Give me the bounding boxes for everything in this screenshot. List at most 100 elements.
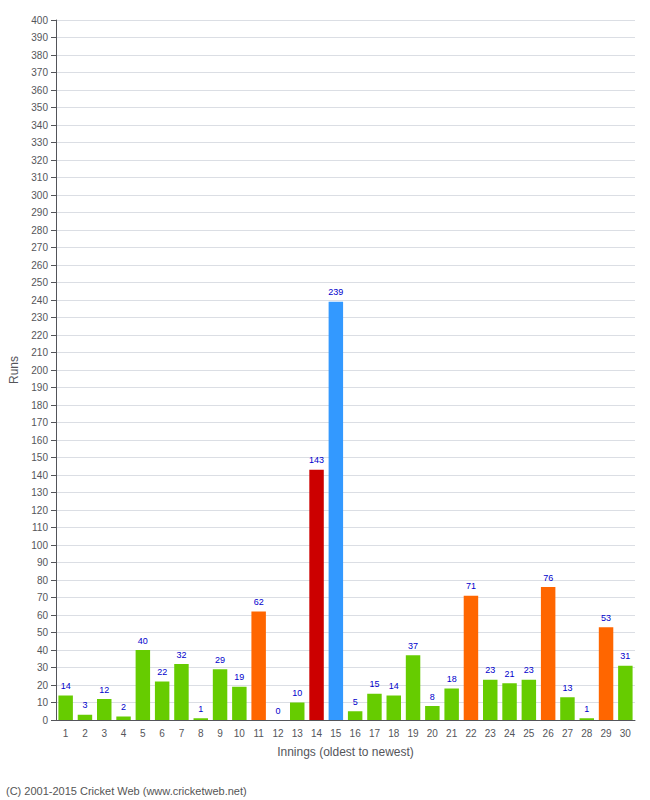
svg-text:320: 320 [31, 155, 48, 166]
svg-text:280: 280 [31, 225, 48, 236]
svg-text:2: 2 [121, 702, 126, 712]
svg-text:7: 7 [179, 728, 185, 739]
svg-text:31: 31 [620, 651, 630, 661]
svg-text:76: 76 [543, 573, 553, 583]
svg-text:200: 200 [31, 365, 48, 376]
svg-text:8: 8 [430, 692, 435, 702]
svg-text:170: 170 [31, 417, 48, 428]
svg-text:24: 24 [504, 728, 516, 739]
svg-text:90: 90 [37, 557, 49, 568]
svg-text:30: 30 [37, 662, 49, 673]
svg-text:3: 3 [101, 728, 107, 739]
svg-text:60: 60 [37, 610, 49, 621]
svg-text:10: 10 [37, 697, 49, 708]
svg-text:9: 9 [217, 728, 223, 739]
svg-text:14: 14 [61, 681, 71, 691]
svg-text:240: 240 [31, 295, 48, 306]
svg-text:13: 13 [562, 683, 572, 693]
svg-text:29: 29 [600, 728, 612, 739]
svg-text:19: 19 [234, 672, 244, 682]
svg-text:29: 29 [215, 655, 225, 665]
svg-text:23: 23 [485, 728, 497, 739]
svg-text:230: 230 [31, 312, 48, 323]
svg-text:6: 6 [159, 728, 165, 739]
svg-text:15: 15 [369, 679, 379, 689]
svg-text:4: 4 [121, 728, 127, 739]
svg-text:1: 1 [63, 728, 69, 739]
svg-text:23: 23 [524, 665, 534, 675]
svg-text:22: 22 [157, 667, 167, 677]
svg-text:143: 143 [309, 455, 324, 465]
svg-text:160: 160 [31, 435, 48, 446]
svg-text:260: 260 [31, 260, 48, 271]
svg-text:40: 40 [37, 645, 49, 656]
svg-text:270: 270 [31, 242, 48, 253]
svg-text:23: 23 [485, 665, 495, 675]
svg-text:330: 330 [31, 137, 48, 148]
svg-text:370: 370 [31, 67, 48, 78]
svg-text:190: 190 [31, 382, 48, 393]
svg-text:120: 120 [31, 505, 48, 516]
svg-text:18: 18 [388, 728, 400, 739]
svg-text:5: 5 [140, 728, 146, 739]
svg-text:19: 19 [407, 728, 419, 739]
svg-text:1: 1 [584, 704, 589, 714]
svg-text:400: 400 [31, 15, 48, 26]
svg-text:239: 239 [328, 287, 343, 297]
svg-text:10: 10 [292, 688, 302, 698]
svg-text:310: 310 [31, 172, 48, 183]
svg-text:62: 62 [254, 597, 264, 607]
svg-text:37: 37 [408, 641, 418, 651]
svg-text:0: 0 [275, 706, 280, 716]
svg-text:180: 180 [31, 400, 48, 411]
svg-text:20: 20 [427, 728, 439, 739]
svg-text:71: 71 [466, 581, 476, 591]
svg-text:(C) 2001-2015 Cricket Web (www: (C) 2001-2015 Cricket Web (www.cricketwe… [6, 785, 247, 797]
svg-text:100: 100 [31, 540, 48, 551]
svg-text:20: 20 [37, 680, 49, 691]
svg-text:70: 70 [37, 592, 49, 603]
svg-text:210: 210 [31, 347, 48, 358]
svg-text:350: 350 [31, 102, 48, 113]
svg-text:2: 2 [82, 728, 88, 739]
svg-text:340: 340 [31, 120, 48, 131]
svg-text:250: 250 [31, 277, 48, 288]
svg-text:40: 40 [138, 636, 148, 646]
svg-text:12: 12 [272, 728, 284, 739]
svg-text:53: 53 [601, 613, 611, 623]
svg-text:11: 11 [253, 728, 264, 739]
svg-text:3: 3 [82, 700, 87, 710]
svg-text:5: 5 [353, 697, 358, 707]
svg-text:1: 1 [198, 704, 203, 714]
svg-text:14: 14 [311, 728, 323, 739]
svg-text:21: 21 [505, 669, 515, 679]
svg-text:13: 13 [292, 728, 304, 739]
svg-text:32: 32 [176, 650, 186, 660]
svg-text:15: 15 [330, 728, 342, 739]
svg-text:21: 21 [446, 728, 458, 739]
svg-text:110: 110 [32, 522, 48, 533]
svg-text:80: 80 [37, 575, 49, 586]
svg-text:Innings (oldest to newest): Innings (oldest to newest) [277, 745, 414, 759]
svg-text:17: 17 [369, 728, 381, 739]
svg-text:300: 300 [31, 190, 48, 201]
svg-text:50: 50 [37, 627, 49, 638]
svg-text:30: 30 [620, 728, 632, 739]
svg-text:28: 28 [581, 728, 593, 739]
svg-text:0: 0 [42, 715, 48, 726]
svg-text:14: 14 [389, 681, 399, 691]
svg-text:26: 26 [543, 728, 555, 739]
svg-text:360: 360 [31, 85, 48, 96]
svg-text:140: 140 [31, 470, 48, 481]
svg-text:12: 12 [99, 685, 109, 695]
svg-text:18: 18 [447, 674, 457, 684]
svg-text:10: 10 [234, 728, 246, 739]
svg-text:220: 220 [31, 330, 48, 341]
svg-text:27: 27 [562, 728, 574, 739]
svg-text:Runs: Runs [7, 356, 21, 384]
svg-text:390: 390 [31, 32, 48, 43]
svg-text:8: 8 [198, 728, 204, 739]
svg-text:16: 16 [350, 728, 362, 739]
svg-text:130: 130 [31, 487, 48, 498]
svg-text:22: 22 [465, 728, 477, 739]
